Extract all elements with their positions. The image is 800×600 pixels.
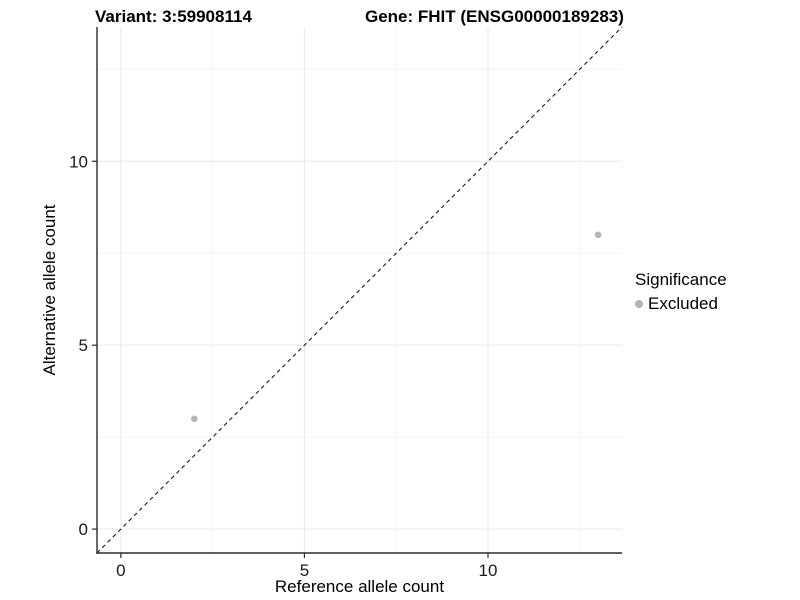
- y-tick-label: 10: [69, 152, 88, 171]
- x-tick-label: 5: [300, 561, 309, 580]
- plot-title-gene: Gene: FHIT (ENSG00000189283): [365, 7, 624, 26]
- plot-title-variant: Variant: 3:59908114: [95, 7, 252, 26]
- legend-item-excluded: Excluded: [635, 294, 727, 314]
- y-tick-label: 0: [79, 520, 88, 539]
- legend-item-label: Excluded: [648, 294, 718, 313]
- x-tick-label: 0: [116, 561, 125, 580]
- legend-point-icon: [635, 300, 643, 308]
- y-axis-title: Alternative allele count: [40, 204, 59, 376]
- data-point: [594, 231, 602, 239]
- y-tick-label: 5: [79, 336, 88, 355]
- data-point: [190, 415, 198, 423]
- x-tick-label: 10: [479, 561, 498, 580]
- legend: Significance Excluded: [635, 270, 727, 314]
- identity-line: [96, 26, 623, 554]
- legend-title: Significance: [635, 270, 727, 289]
- x-axis-title: Reference allele count: [274, 577, 445, 596]
